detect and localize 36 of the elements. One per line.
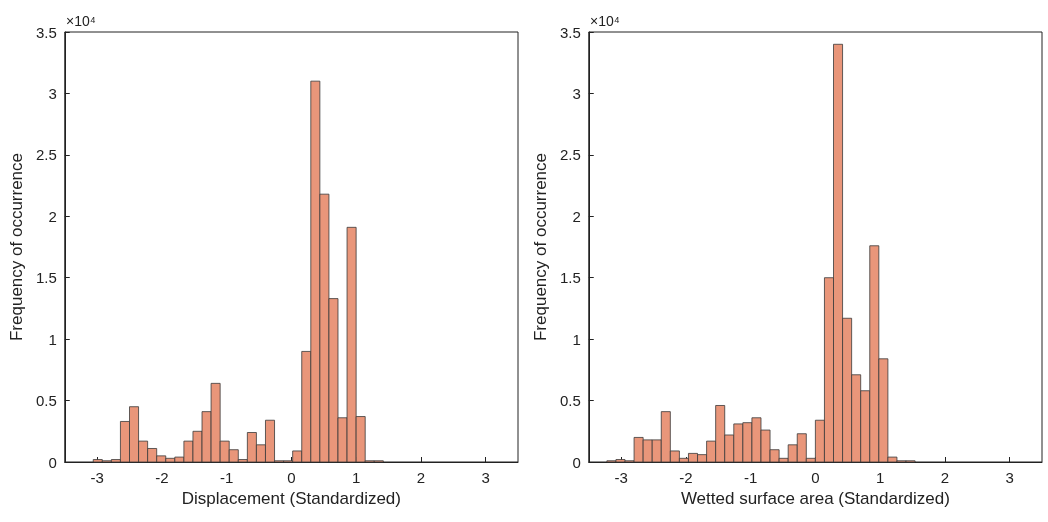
- x-axis-title: Displacement (Standardized): [181, 489, 401, 508]
- x-tick-label: 2: [416, 469, 426, 486]
- x-tick-label: -1: [219, 469, 234, 486]
- y-tick-label: 0: [48, 453, 57, 471]
- x-tick-label: -2: [679, 469, 693, 486]
- x-tick-label: -3: [614, 469, 628, 486]
- x-tick-label: 0: [287, 469, 296, 486]
- y-axis-title: Frequency of occurrence: [7, 152, 26, 342]
- x-tick-label: 1: [351, 469, 361, 486]
- x-tick-label: 3: [1005, 469, 1014, 486]
- text: ×10⁴: [66, 13, 96, 29]
- y-tick-label: 1: [572, 330, 581, 348]
- x-axis-title: Wetted surface area (Standardized): [680, 489, 950, 508]
- y-tick-label: 0.5: [559, 392, 581, 410]
- text: ×10⁴: [590, 13, 620, 29]
- y-tick-label: 0: [572, 453, 581, 471]
- y-tick-label: 2.5: [559, 146, 581, 164]
- x-tick-label: -2: [155, 469, 169, 486]
- y-tick-label: 3.5: [35, 23, 57, 41]
- y-tick-label: 3: [572, 84, 581, 102]
- y-axis-title: Frequency of occurrence: [531, 152, 550, 342]
- x-tick-label: -1: [743, 469, 758, 486]
- x-tick-label: 2: [940, 469, 950, 486]
- y-tick-label: 0.5: [35, 392, 57, 410]
- y-tick-label: 1: [48, 330, 57, 348]
- y-tick-label: 3.5: [559, 23, 581, 41]
- y-tick-label: 2.5: [35, 146, 57, 164]
- x-tick-label: -3: [90, 469, 104, 486]
- y-tick-label: 2: [572, 207, 581, 225]
- x-tick-label: 0: [811, 469, 820, 486]
- y-tick-label: 1.5: [559, 269, 581, 287]
- y-tick-label: 2: [48, 207, 57, 225]
- x-tick-label: 1: [875, 469, 885, 486]
- x-tick-label: 3: [481, 469, 490, 486]
- y-tick-label: 1.5: [35, 269, 57, 287]
- y-tick-label: 3: [48, 84, 57, 102]
